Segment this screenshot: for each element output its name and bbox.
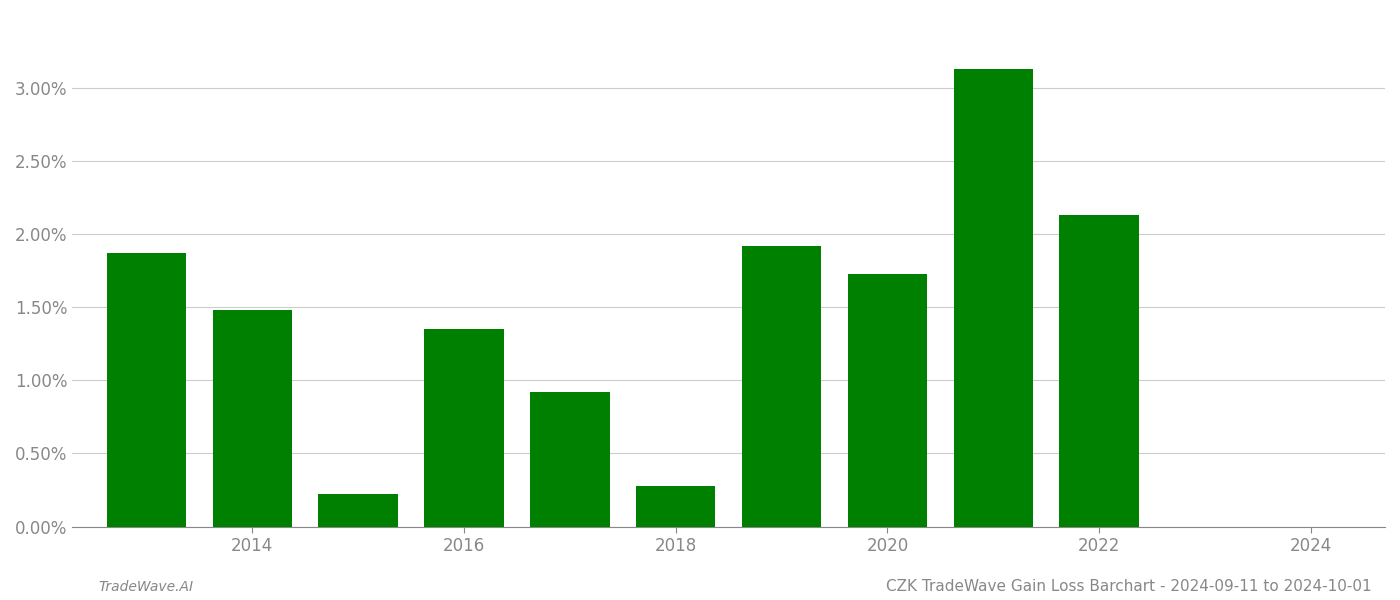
Text: TradeWave.AI: TradeWave.AI — [98, 580, 193, 594]
Bar — [318, 494, 398, 527]
Bar — [848, 274, 927, 527]
Bar — [213, 310, 293, 527]
Bar — [953, 69, 1033, 527]
Bar — [531, 392, 609, 527]
Bar — [424, 329, 504, 527]
Text: CZK TradeWave Gain Loss Barchart - 2024-09-11 to 2024-10-01: CZK TradeWave Gain Loss Barchart - 2024-… — [886, 579, 1372, 594]
Bar — [106, 253, 186, 527]
Bar — [1060, 215, 1138, 527]
Bar — [742, 246, 822, 527]
Bar — [636, 485, 715, 527]
